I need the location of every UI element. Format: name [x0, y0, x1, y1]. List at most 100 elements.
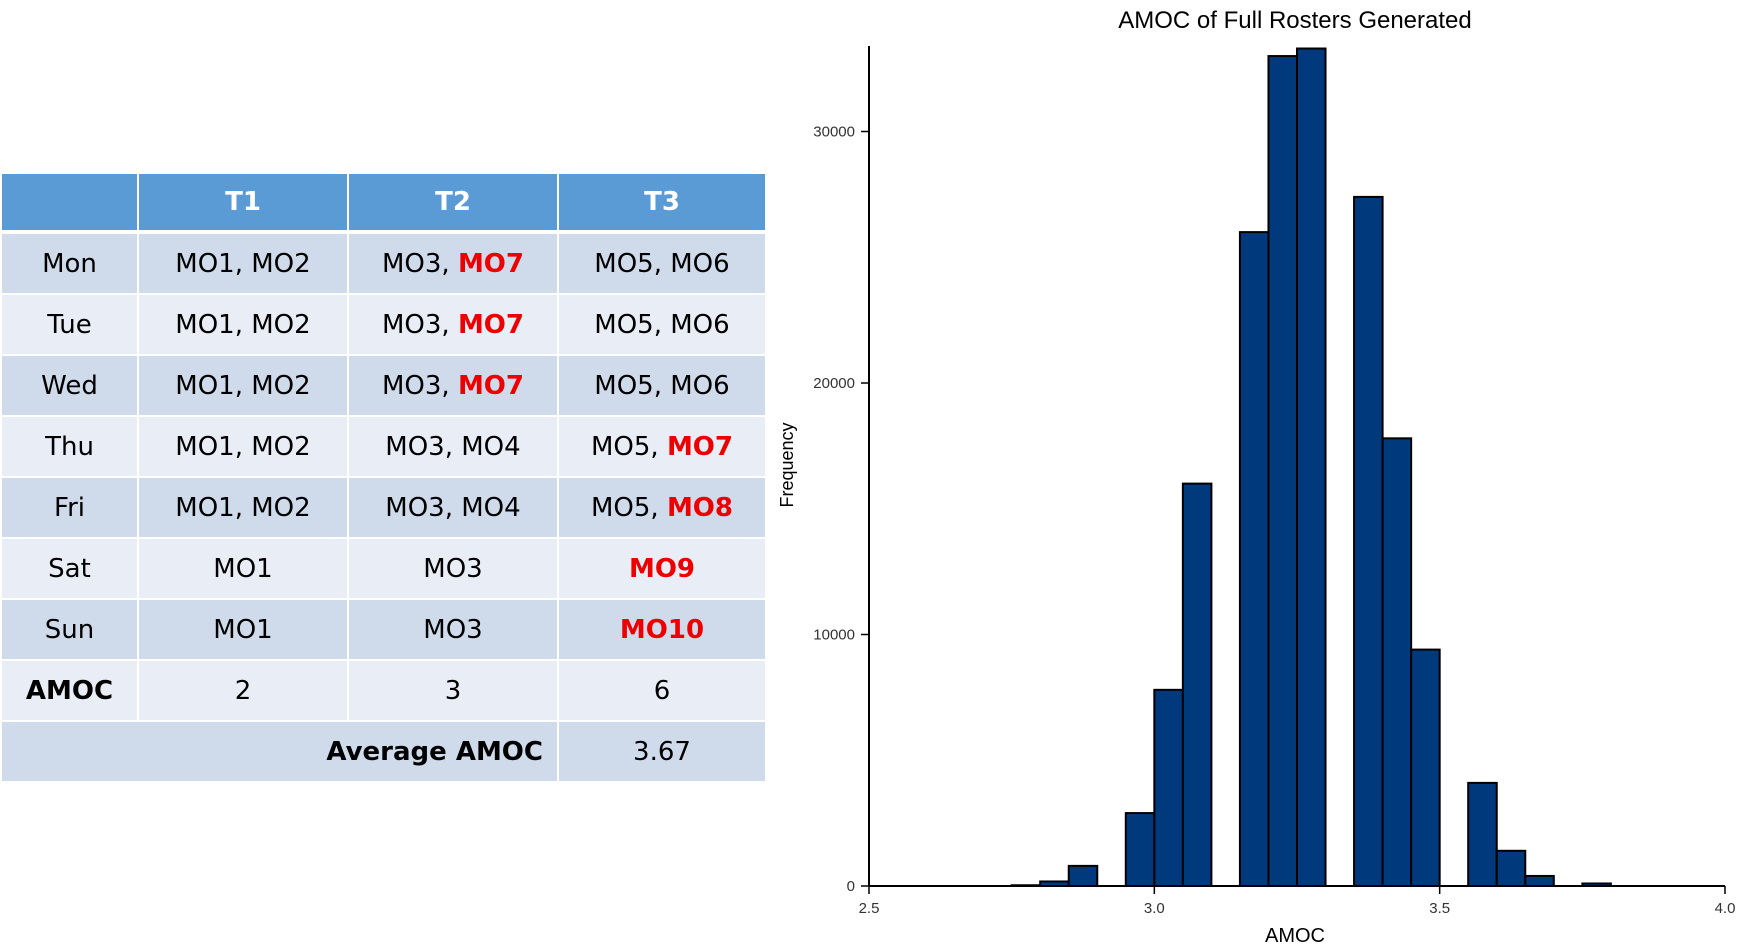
- day-label: Tue: [2, 295, 139, 356]
- histogram-bar: [1495, 849, 1527, 887]
- roster-cell-t2: MO3: [349, 539, 559, 600]
- y-tick-label: 10000: [813, 627, 855, 644]
- x-tick-label: 3.0: [1144, 900, 1165, 917]
- amoc-value-t2: 3: [349, 661, 559, 722]
- chart-title: AMOC of Full Rosters Generated: [1118, 7, 1471, 34]
- table-body: Mon MO1, MO2 MO3, MO7 MO5, MO6 Tue MO1, MO2 MO…: [2, 234, 767, 783]
- header-cell-t2: T2: [349, 174, 559, 234]
- y-axis-label: Frequency: [777, 422, 797, 507]
- x-tick-label: 3.5: [1429, 900, 1450, 917]
- histogram-bar: [1353, 195, 1384, 888]
- roster-table: T1 T2 T3 Mon MO1, MO2 MO3, MO7 MO5, MO6 Tue M…: [2, 174, 767, 783]
- table-row: Thu MO1, MO2 MO3, MO4 MO5, MO7: [2, 417, 767, 478]
- highlighted-officer: MO7: [457, 248, 525, 279]
- officer-text: MO1: [213, 614, 273, 645]
- histogram-bar: [1124, 812, 1156, 887]
- officer-text: MO1, MO2: [175, 492, 311, 523]
- highlighted-officer: MO8: [666, 492, 734, 523]
- histogram-bar: [1238, 231, 1270, 887]
- day-label: Wed: [2, 356, 139, 417]
- day-label: Mon: [2, 234, 139, 295]
- officer-text: MO3, MO4: [385, 492, 521, 523]
- roster-cell-t3: MO5, MO6: [559, 356, 767, 417]
- histogram-bar: [1296, 47, 1327, 888]
- officer-text: MO3: [423, 553, 483, 584]
- roster-cell-t3: MO9: [559, 539, 767, 600]
- roster-cell-t2: MO3, MO7: [349, 356, 559, 417]
- roster-cell-t1: MO1, MO2: [139, 478, 349, 539]
- histogram-bar: [1524, 874, 1555, 888]
- average-row: Average AMOC 3.67: [2, 722, 767, 783]
- amoc-value-t3: 6: [559, 661, 767, 722]
- officer-text: MO5,: [590, 431, 667, 462]
- table-row: Fri MO1, MO2 MO3, MO4 MO5, MO8: [2, 478, 767, 539]
- x-tick-label: 2.5: [859, 900, 880, 917]
- highlighted-officer: MO7: [457, 309, 525, 340]
- roster-cell-t2: MO3, MO4: [349, 478, 559, 539]
- day-label: Sat: [2, 539, 139, 600]
- y-tick-label: 0: [847, 878, 855, 895]
- roster-cell-t1: MO1, MO2: [139, 234, 349, 295]
- roster-cell-t3: MO5, MO6: [559, 295, 767, 356]
- amoc-value-t1: 2: [139, 661, 349, 722]
- roster-cell-t1: MO1, MO2: [139, 295, 349, 356]
- amoc-row: AMOC 2 3 6: [2, 661, 767, 722]
- officer-text: MO3,: [381, 309, 458, 340]
- x-tick-label: 4.0: [1715, 900, 1736, 917]
- histogram-bar: [1267, 55, 1299, 888]
- officer-text: MO5,: [590, 492, 667, 523]
- y-tick-label: 20000: [813, 375, 855, 392]
- x-axis-label: AMOC: [1265, 925, 1325, 947]
- officer-text: MO1, MO2: [175, 370, 311, 401]
- officer-text: MO3,: [381, 370, 458, 401]
- highlighted-officer: MO9: [628, 553, 696, 584]
- y-tick-label: 30000: [813, 124, 855, 141]
- officer-text: MO1, MO2: [175, 431, 311, 462]
- histogram-bar: [1181, 482, 1213, 887]
- officer-text: MO3: [423, 614, 483, 645]
- average-amoc-label: Average AMOC: [2, 722, 559, 783]
- roster-cell-t3: MO5, MO6: [559, 234, 767, 295]
- roster-cell-t3: MO10: [559, 600, 767, 661]
- table-header-row: T1 T2 T3: [2, 174, 767, 234]
- highlighted-officer: MO7: [666, 431, 734, 462]
- day-label: Sun: [2, 600, 139, 661]
- table-row: Tue MO1, MO2 MO3, MO7 MO5, MO6: [2, 295, 767, 356]
- roster-cell-t3: MO5, MO7: [559, 417, 767, 478]
- bars-group: [1010, 47, 1612, 888]
- officer-text: MO1, MO2: [175, 248, 311, 279]
- histogram-bar: [1153, 688, 1184, 887]
- roster-cell-t2: MO3, MO7: [349, 295, 559, 356]
- officer-text: MO3,: [381, 248, 458, 279]
- officer-text: MO1: [213, 553, 273, 584]
- highlighted-officer: MO7: [457, 370, 525, 401]
- officer-text: MO5, MO6: [594, 309, 730, 340]
- roster-cell-t1: MO1: [139, 539, 349, 600]
- roster-cell-t1: MO1, MO2: [139, 356, 349, 417]
- day-label: Thu: [2, 417, 139, 478]
- day-label: Fri: [2, 478, 139, 539]
- header-cell-t1: T1: [139, 174, 349, 234]
- table-row: Sat MO1 MO3 MO9: [2, 539, 767, 600]
- highlighted-officer: MO10: [619, 614, 705, 645]
- roster-cell-t1: MO1, MO2: [139, 417, 349, 478]
- roster-cell-t2: MO3, MO7: [349, 234, 559, 295]
- roster-cell-t2: MO3: [349, 600, 559, 661]
- histogram-bar: [1067, 864, 1099, 888]
- histogram-bar: [1467, 781, 1498, 887]
- table-row: Wed MO1, MO2 MO3, MO7 MO5, MO6: [2, 356, 767, 417]
- histogram-bar: [1381, 437, 1413, 887]
- table-row: Sun MO1 MO3 MO10: [2, 600, 767, 661]
- axes-group: 2.5 3.0 3.5 4.0 0 10000 20000 30000: [813, 46, 1735, 917]
- header-cell-t3: T3: [559, 174, 767, 234]
- officer-text: MO1, MO2: [175, 309, 311, 340]
- officer-text: MO5, MO6: [594, 370, 730, 401]
- amoc-label: AMOC: [2, 661, 139, 722]
- roster-cell-t1: MO1: [139, 600, 349, 661]
- roster-cell-t3: MO5, MO8: [559, 478, 767, 539]
- header-cell-corner: [2, 174, 139, 234]
- average-amoc-value: 3.67: [559, 722, 767, 783]
- histogram-bar: [1410, 648, 1441, 888]
- officer-text: MO3, MO4: [385, 431, 521, 462]
